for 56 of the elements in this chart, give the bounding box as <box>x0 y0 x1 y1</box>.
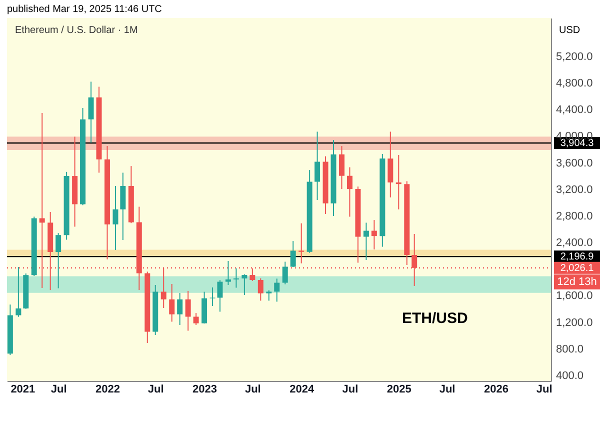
candlestick <box>242 274 248 296</box>
candlestick <box>346 166 352 218</box>
y-tick-label: 1,600.0 <box>556 290 593 302</box>
x-tick-label: 2021 <box>10 384 36 396</box>
x-tick-label: 2022 <box>95 384 120 396</box>
candlestick <box>250 268 256 282</box>
y-tick-label: 2,800.0 <box>556 210 593 222</box>
candlestick <box>193 312 199 326</box>
candlestick <box>16 266 22 318</box>
candlestick <box>112 186 118 251</box>
x-tick-label: Jul <box>244 384 261 396</box>
text: 12d 13h <box>557 276 597 288</box>
x-tick-label: Jul <box>50 384 67 396</box>
y-tick-label: 3,600.0 <box>556 157 593 170</box>
candlestick <box>388 131 394 198</box>
y-tick-label: 5,200.0 <box>556 50 593 63</box>
x-tick-label: 2024 <box>290 384 315 396</box>
x-tick-label: 2023 <box>192 384 218 396</box>
candlestick <box>210 286 216 307</box>
y-axis-title: USD <box>559 25 580 36</box>
x-tick-label: 2026 <box>484 384 508 396</box>
candlestick <box>177 292 183 326</box>
ref-line-label: 2,196.9 <box>560 252 594 263</box>
candlestick <box>274 278 280 302</box>
ref-line-label: 2,026.1 <box>560 262 594 274</box>
x-tick-label: Jul <box>439 384 456 396</box>
y-tick-label: 4,400.0 <box>556 104 593 116</box>
x-tick-label: 2025 <box>386 384 412 396</box>
annotation: ETH/USD <box>402 310 468 327</box>
x-tick-label: Jul <box>148 384 164 396</box>
x-tick-label: Jul <box>536 384 552 396</box>
candlestick <box>88 81 94 144</box>
candlestick <box>290 240 296 268</box>
candlestick <box>56 232 62 289</box>
candlestick <box>371 220 377 250</box>
text: Ethereum / U.S. Dollar · 1M <box>15 25 138 36</box>
candlestick <box>233 268 239 288</box>
x-tick-label: Jul <box>342 384 358 396</box>
y-tick-label: 4,800.0 <box>556 77 593 90</box>
candlestick <box>282 261 288 285</box>
candlestick <box>258 278 264 302</box>
y-tick-label: 400.0 <box>556 370 584 382</box>
y-tick-label: 800.0 <box>556 343 584 356</box>
candlestick <box>363 222 369 260</box>
candlestick <box>217 280 223 312</box>
candlestick <box>339 146 344 190</box>
y-tick-label: 1,200.0 <box>556 316 593 329</box>
candlestick <box>169 284 175 322</box>
candlestick <box>185 290 191 332</box>
candlestick <box>120 172 126 241</box>
chart-subtitle: published Mar 19, 2025 11:46 UTC <box>7 4 162 15</box>
candlestick <box>314 131 320 201</box>
candlestick <box>298 222 304 264</box>
y-tick-label: 2,400.0 <box>556 237 593 250</box>
y-tick-label: 3,200.0 <box>556 184 593 196</box>
candlestick <box>266 290 272 302</box>
